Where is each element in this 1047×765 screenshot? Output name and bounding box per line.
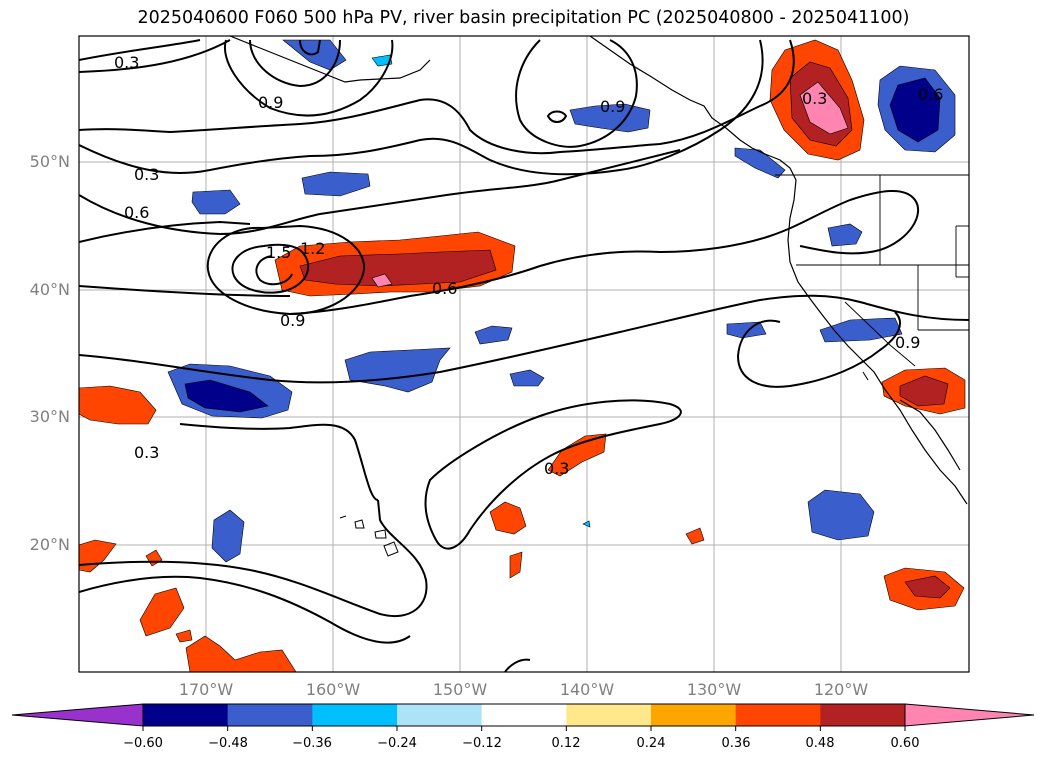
colorbar-ticks: [142, 726, 906, 731]
map-frame: [78, 35, 970, 673]
lon-label: 140°W: [559, 680, 615, 699]
contour-label: 0.9: [280, 311, 305, 330]
borders: [775, 174, 969, 367]
colorbar-cell: [820, 704, 906, 726]
contour-labels: 0.3 0.9 0.9 0.3 0.6 1.5 1.2 0.6 0.9 0.3 …: [114, 53, 943, 478]
gridlines: [79, 36, 969, 672]
contour-label: 1.5: [266, 243, 291, 262]
contour-label: 0.9: [600, 97, 625, 116]
colorbar-tick-label: 0.48: [805, 736, 835, 751]
colorbar-cell: [566, 704, 652, 726]
lon-label: 130°W: [686, 680, 742, 699]
colorbar-cells: [143, 704, 906, 726]
contour-label: 0.9: [895, 333, 920, 352]
islands: [339, 371, 869, 557]
colorbar-extend-high: [904, 703, 1035, 727]
contour-label: 0.6: [124, 203, 149, 222]
map-title: 2025040600 F060 500 hPa PV, river basin …: [137, 8, 910, 28]
colorbar-cell: [735, 704, 821, 726]
contour-label: 0.3: [544, 459, 569, 478]
lat-label: 40°N: [29, 280, 70, 299]
lat-label: 50°N: [29, 152, 70, 171]
contour-label: 1.2: [300, 239, 325, 258]
colorbar-extend-low: [11, 703, 144, 727]
colorbar-tick-label: 0.60: [890, 736, 920, 751]
colorbar-cell: [481, 704, 567, 726]
colorbar-tick-label: 0.12: [551, 736, 581, 751]
colorbar: [11, 703, 1035, 731]
lon-label: 170°W: [178, 680, 234, 699]
colorbar-cell: [143, 704, 229, 726]
colorbar-tick-label: −0.48: [208, 736, 248, 751]
contour-label: 0.9: [258, 93, 283, 112]
colorbar-cell: [227, 704, 313, 726]
colorbar-tick-label: 0.24: [636, 736, 666, 751]
lat-label: 30°N: [29, 407, 70, 426]
lon-label: 120°W: [813, 680, 869, 699]
contour-label: 0.3: [134, 165, 159, 184]
pv-contours: [79, 39, 969, 672]
contour-label: 0.3: [114, 53, 139, 72]
colorbar-outline: [142, 703, 906, 727]
colorbar-tick-label: −0.24: [377, 736, 417, 751]
colorbar-tick-label: −0.36: [292, 736, 332, 751]
positive-precip-areas: [79, 39, 966, 672]
contour-label: 0.6: [432, 279, 457, 298]
contour-label: 0.3: [134, 443, 159, 462]
lat-label: 20°N: [29, 535, 70, 554]
colorbar-tick-label: −0.60: [123, 736, 163, 751]
lon-label: 160°W: [305, 680, 361, 699]
colorbar-tick-label: 0.36: [721, 736, 751, 751]
colorbar-cell: [397, 704, 483, 726]
map-area: [79, 36, 969, 672]
lon-label: 150°W: [432, 680, 488, 699]
colorbar-tick-label: −0.12: [462, 736, 502, 751]
contour-label: 0.6: [918, 85, 943, 104]
colorbar-cell: [651, 704, 737, 726]
colorbar-cell: [312, 704, 398, 726]
contour-label: 0.3: [802, 89, 827, 108]
